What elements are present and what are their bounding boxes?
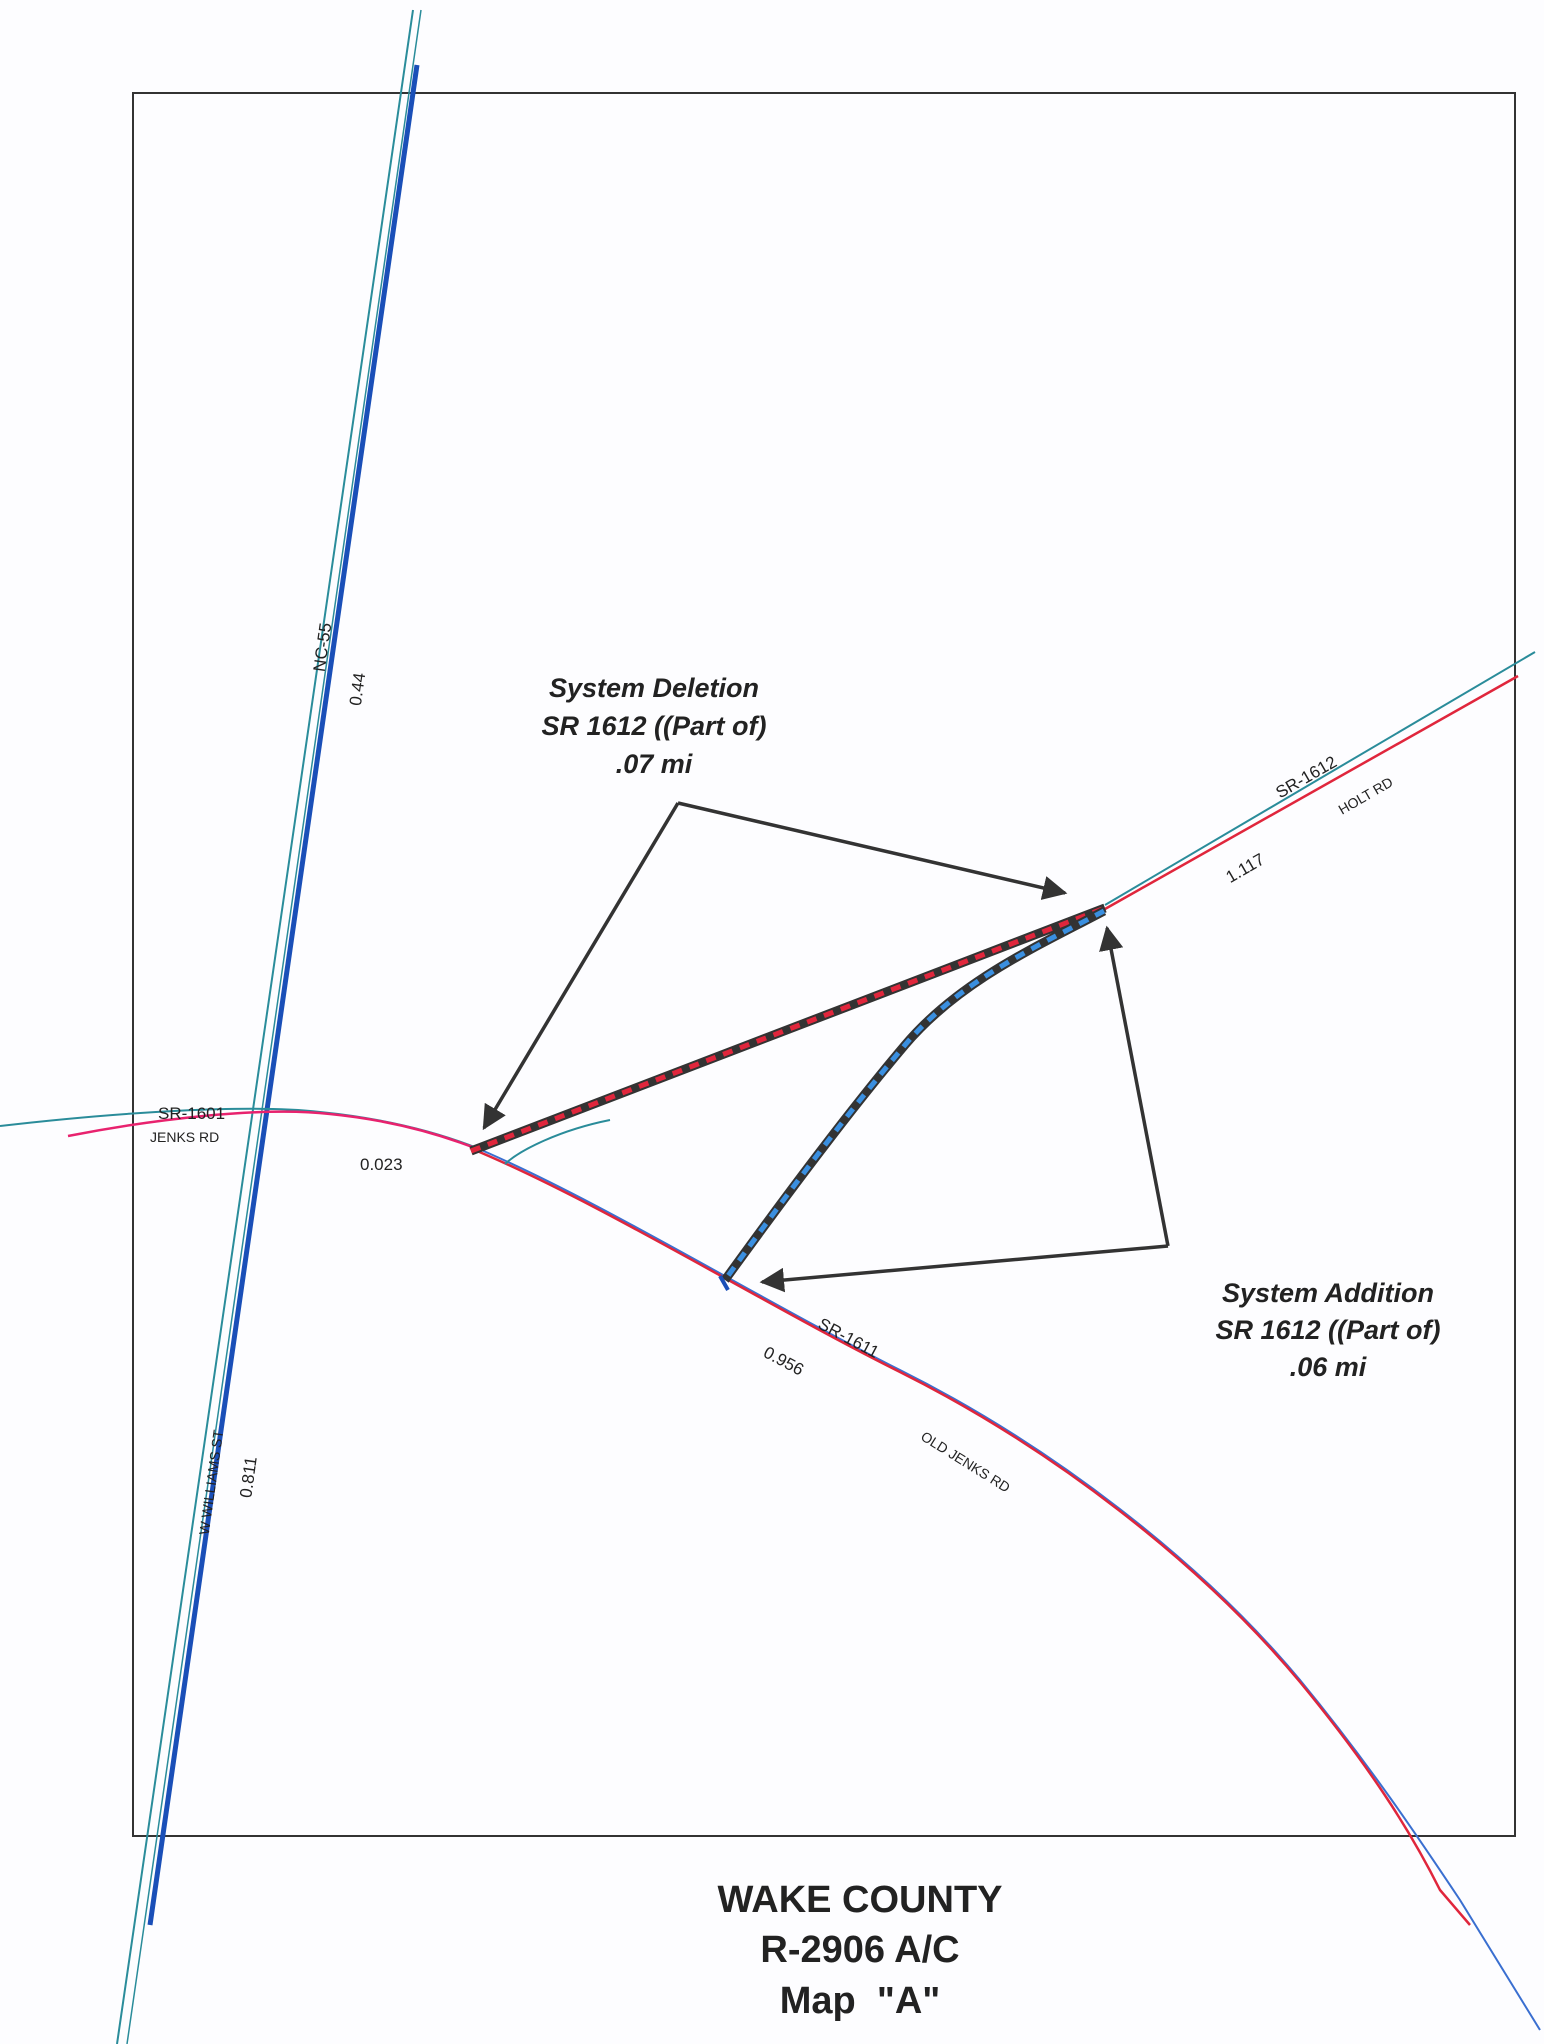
nc55-thin-line-2 xyxy=(126,9,422,2044)
deletion-ramp-teal xyxy=(504,1119,611,1165)
deletion-arrow-2 xyxy=(677,801,1068,900)
sr1611-name-label: OLD JENKS RD xyxy=(918,1428,1013,1496)
sr1611-blue-line xyxy=(471,1145,1541,2031)
sr1601-name-label: JENKS RD xyxy=(150,1129,219,1145)
sr1612-length-label: 1.117 xyxy=(1223,850,1268,887)
sr1611-red-line xyxy=(469,1146,1471,1926)
addition-callout-line1: System Addition xyxy=(1222,1278,1434,1308)
deletion-callout-line2: SR 1612 ((Part of) xyxy=(541,711,766,741)
nc55-main-line xyxy=(147,64,420,1926)
sr1601-route-label: SR-1601 xyxy=(158,1104,225,1123)
addition-segment-base xyxy=(721,907,1107,1283)
sr1601-magenta-line xyxy=(67,1110,481,1152)
addition-callout-line3: .06 mi xyxy=(1290,1352,1367,1382)
map-frame xyxy=(132,92,1516,1837)
title-project: R-2906 A/C xyxy=(760,1929,959,1971)
addition-segment-dash xyxy=(722,908,1106,1282)
w-williams-name-label: W WILLIAMS ST xyxy=(196,1428,227,1535)
title-map-name: Map "A" xyxy=(780,1980,941,2022)
sr1611-route-label: SR-1611 xyxy=(815,1314,882,1362)
addition-arrow xyxy=(1099,925,1170,1247)
deletion-arrow xyxy=(482,802,680,1131)
deletion-callout-line1: System Deletion xyxy=(549,673,759,703)
sr1612-name-label: HOLT RD xyxy=(1335,774,1395,818)
nc55-length-label: 0.44 xyxy=(346,672,369,707)
deletion-segment-dash xyxy=(470,905,1106,1154)
sr1612-teal-line xyxy=(1104,651,1536,906)
nc55-thin-line xyxy=(116,9,414,2044)
addition-arrow-2 xyxy=(759,1244,1169,1293)
addition-callout-line2: SR 1612 ((Part of) xyxy=(1215,1315,1440,1345)
sr1611-length-label: 0.956 xyxy=(760,1343,806,1380)
title-county: WAKE COUNTY xyxy=(718,1879,1003,1921)
sr1612-red-line xyxy=(1104,674,1519,911)
addition-end-tick xyxy=(718,1275,730,1291)
w-williams-length-label: 0.811 xyxy=(236,1455,261,1499)
sr1601-length-label: 0.023 xyxy=(360,1155,403,1174)
deletion-callout-line3: .07 mi xyxy=(616,749,693,779)
